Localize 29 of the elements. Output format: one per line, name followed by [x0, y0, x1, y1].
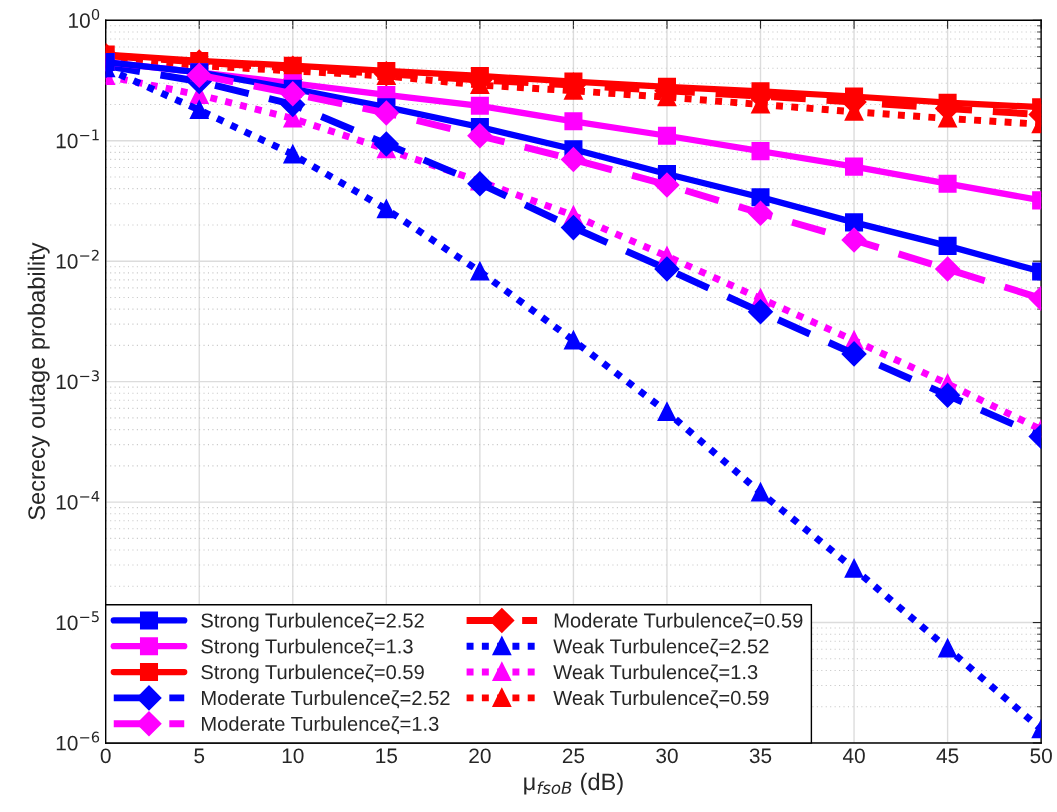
legend-label: Strong Turbulenceζ=1.3 [201, 638, 413, 658]
x-tick-label: 45 [936, 748, 959, 764]
y-tick-label: 10$^{−2}$ [56, 249, 99, 269]
x-tick-label: 30 [656, 748, 678, 764]
y-tick-label: 10$^{−5}$ [56, 611, 99, 631]
legend-label: Moderate Turbulenceζ=1.3 [202, 716, 439, 735]
y-tick-label: 10$^{0}$ [69, 8, 100, 28]
legend-label: Strong Turbulenceζ=0.59 [201, 664, 424, 684]
x-tick-label: 10 [282, 748, 304, 764]
x-tick-label: 15 [376, 748, 398, 764]
legend-label: Weak Turbulenceζ=1.3 [553, 664, 758, 683]
x-tick-label: 50 [1030, 748, 1052, 764]
x-tick-label: 40 [842, 748, 865, 764]
x-tick-label: 35 [749, 748, 772, 764]
x-axis-title: μ$_{fsoB}$ (dB) [524, 772, 623, 795]
legend-label: Weak Turbulenceζ=2.52 [553, 638, 769, 657]
y-tick-label: 10$^{−4}$ [56, 490, 100, 510]
y-tick-label: 10$^{−3}$ [56, 370, 99, 390]
x-tick-label: 0 [100, 748, 111, 764]
legend-label: Strong Turbulenceζ=2.52 [201, 612, 424, 632]
y-tick-label: 10$^{−1}$ [56, 129, 99, 149]
x-tick-label: 20 [469, 748, 491, 764]
legend-label: Moderate Turbulenceζ=0.59 [554, 612, 803, 631]
x-tick-label: 5 [194, 748, 205, 764]
legend-label: Weak Turbulenceζ=0.59 [553, 690, 769, 709]
x-tick-label: 25 [562, 748, 585, 764]
y-axis-title: Secrecy outage probability [27, 242, 50, 520]
y-tick-label: 10$^{−6}$ [56, 731, 100, 751]
legend-label: Moderate Turbulenceζ=2.52 [202, 690, 450, 709]
